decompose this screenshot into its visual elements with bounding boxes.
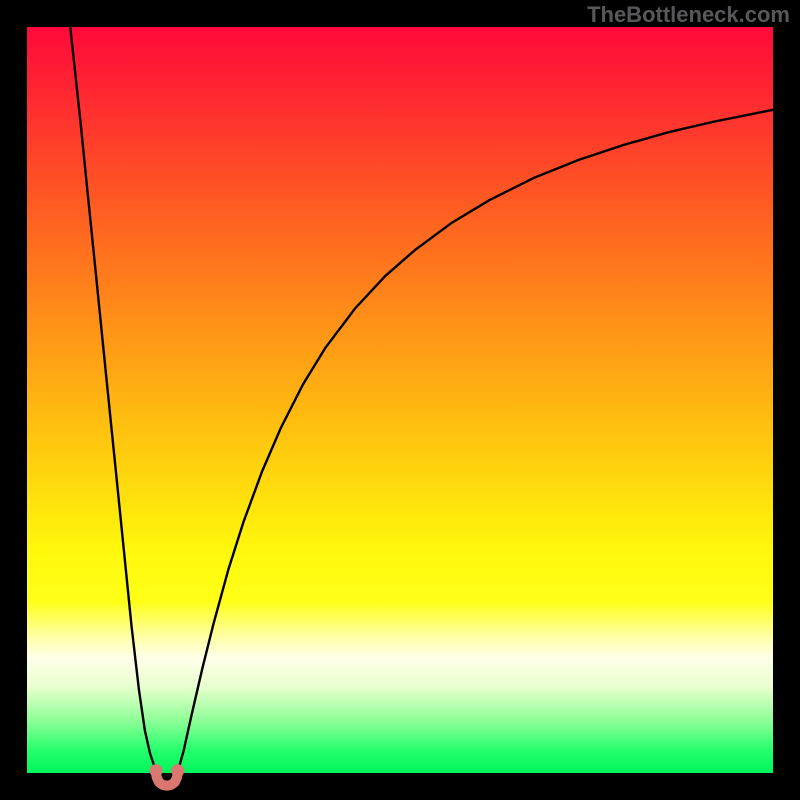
- bottleneck-chart: [0, 0, 800, 800]
- endpoint-dot-right: [171, 764, 184, 777]
- watermark-text: TheBottleneck.com: [587, 2, 790, 28]
- chart-frame: TheBottleneck.com: [0, 0, 800, 800]
- plot-background: [27, 27, 773, 773]
- endpoint-dot-left: [150, 764, 163, 777]
